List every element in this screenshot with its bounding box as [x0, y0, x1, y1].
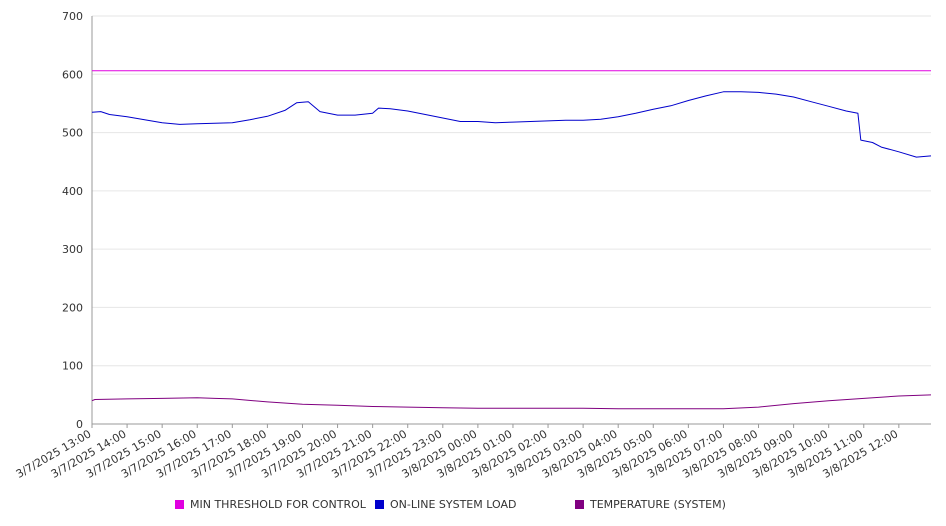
series-temperature-line	[91, 394, 932, 410]
y-tick-label: 700	[62, 10, 83, 23]
y-tick-label: 0	[76, 418, 83, 431]
series-lines	[91, 70, 932, 410]
legend-item-load: ON-LINE SYSTEM LOAD	[375, 498, 516, 511]
y-tick-label: 600	[62, 68, 83, 81]
legend-swatch-temperature	[575, 500, 584, 509]
legend: MIN THRESHOLD FOR CONTROL ON-LINE SYSTEM…	[0, 498, 946, 518]
legend-item-temperature: TEMPERATURE (SYSTEM)	[575, 498, 726, 511]
legend-label-load: ON-LINE SYSTEM LOAD	[390, 498, 517, 511]
legend-label-threshold: MIN THRESHOLD FOR CONTROL	[190, 498, 366, 511]
y-tick-label: 100	[62, 360, 83, 373]
grid-lines	[92, 15, 931, 367]
legend-swatch-load	[375, 500, 384, 509]
legend-label-temperature: TEMPERATURE (SYSTEM)	[590, 498, 726, 511]
y-tick-label: 400	[62, 185, 83, 198]
legend-item-threshold: MIN THRESHOLD FOR CONTROL	[175, 498, 366, 511]
y-tick-label: 300	[62, 243, 83, 256]
legend-swatch-threshold	[175, 500, 184, 509]
x-tick-labels: 3/7/2025 13:003/7/2025 14:003/7/2025 15:…	[14, 424, 900, 481]
y-tick-label: 200	[62, 301, 83, 314]
y-tick-label: 500	[62, 127, 83, 140]
y-tick-labels: 0 100 200 300 400 500 600 700	[62, 10, 83, 431]
series-system-load-line	[91, 91, 932, 158]
